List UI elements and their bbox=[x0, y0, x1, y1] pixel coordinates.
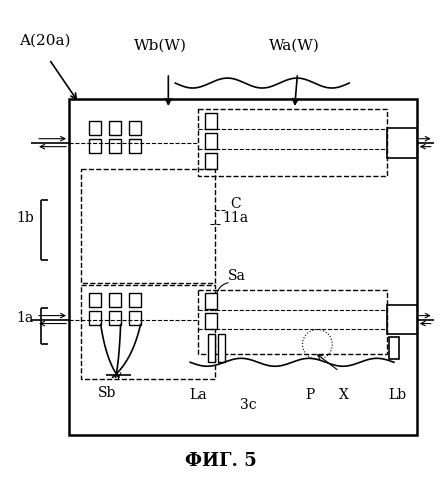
Bar bbox=[128, 138, 140, 152]
Bar bbox=[109, 138, 120, 152]
Text: Sb: Sb bbox=[97, 386, 116, 400]
Bar bbox=[205, 152, 217, 168]
Bar bbox=[109, 121, 120, 134]
Bar bbox=[387, 128, 417, 158]
Text: P: P bbox=[305, 388, 314, 402]
Bar bbox=[89, 138, 101, 152]
Bar bbox=[69, 99, 417, 435]
Bar bbox=[128, 292, 140, 306]
Bar bbox=[205, 292, 217, 308]
Bar bbox=[81, 285, 215, 379]
Text: 1a: 1a bbox=[16, 310, 34, 324]
Bar bbox=[218, 334, 225, 362]
Bar bbox=[109, 310, 120, 324]
Text: X: X bbox=[339, 388, 349, 402]
Text: Wa(W): Wa(W) bbox=[269, 38, 320, 52]
Text: ФИГ. 5: ФИГ. 5 bbox=[185, 452, 257, 469]
Bar bbox=[205, 132, 217, 148]
Bar bbox=[128, 121, 140, 134]
Text: C: C bbox=[230, 198, 241, 211]
Bar bbox=[89, 121, 101, 134]
Bar bbox=[128, 310, 140, 324]
Bar bbox=[89, 310, 101, 324]
Text: La: La bbox=[189, 388, 207, 402]
Bar bbox=[89, 292, 101, 306]
Bar bbox=[198, 109, 387, 176]
Bar bbox=[389, 338, 399, 359]
Text: Lb: Lb bbox=[388, 388, 406, 402]
Bar bbox=[205, 113, 217, 129]
Text: A(20a): A(20a) bbox=[19, 34, 71, 48]
Bar bbox=[109, 292, 120, 306]
Bar bbox=[205, 312, 217, 328]
Text: 11a: 11a bbox=[222, 211, 248, 225]
Text: Sa: Sa bbox=[228, 269, 246, 283]
Text: Wb(W): Wb(W) bbox=[134, 38, 187, 52]
Bar bbox=[208, 334, 215, 362]
Text: 1b: 1b bbox=[16, 211, 34, 225]
Bar bbox=[81, 168, 215, 283]
Text: 3c: 3c bbox=[240, 398, 256, 412]
Bar bbox=[387, 304, 417, 334]
Bar bbox=[198, 290, 387, 354]
